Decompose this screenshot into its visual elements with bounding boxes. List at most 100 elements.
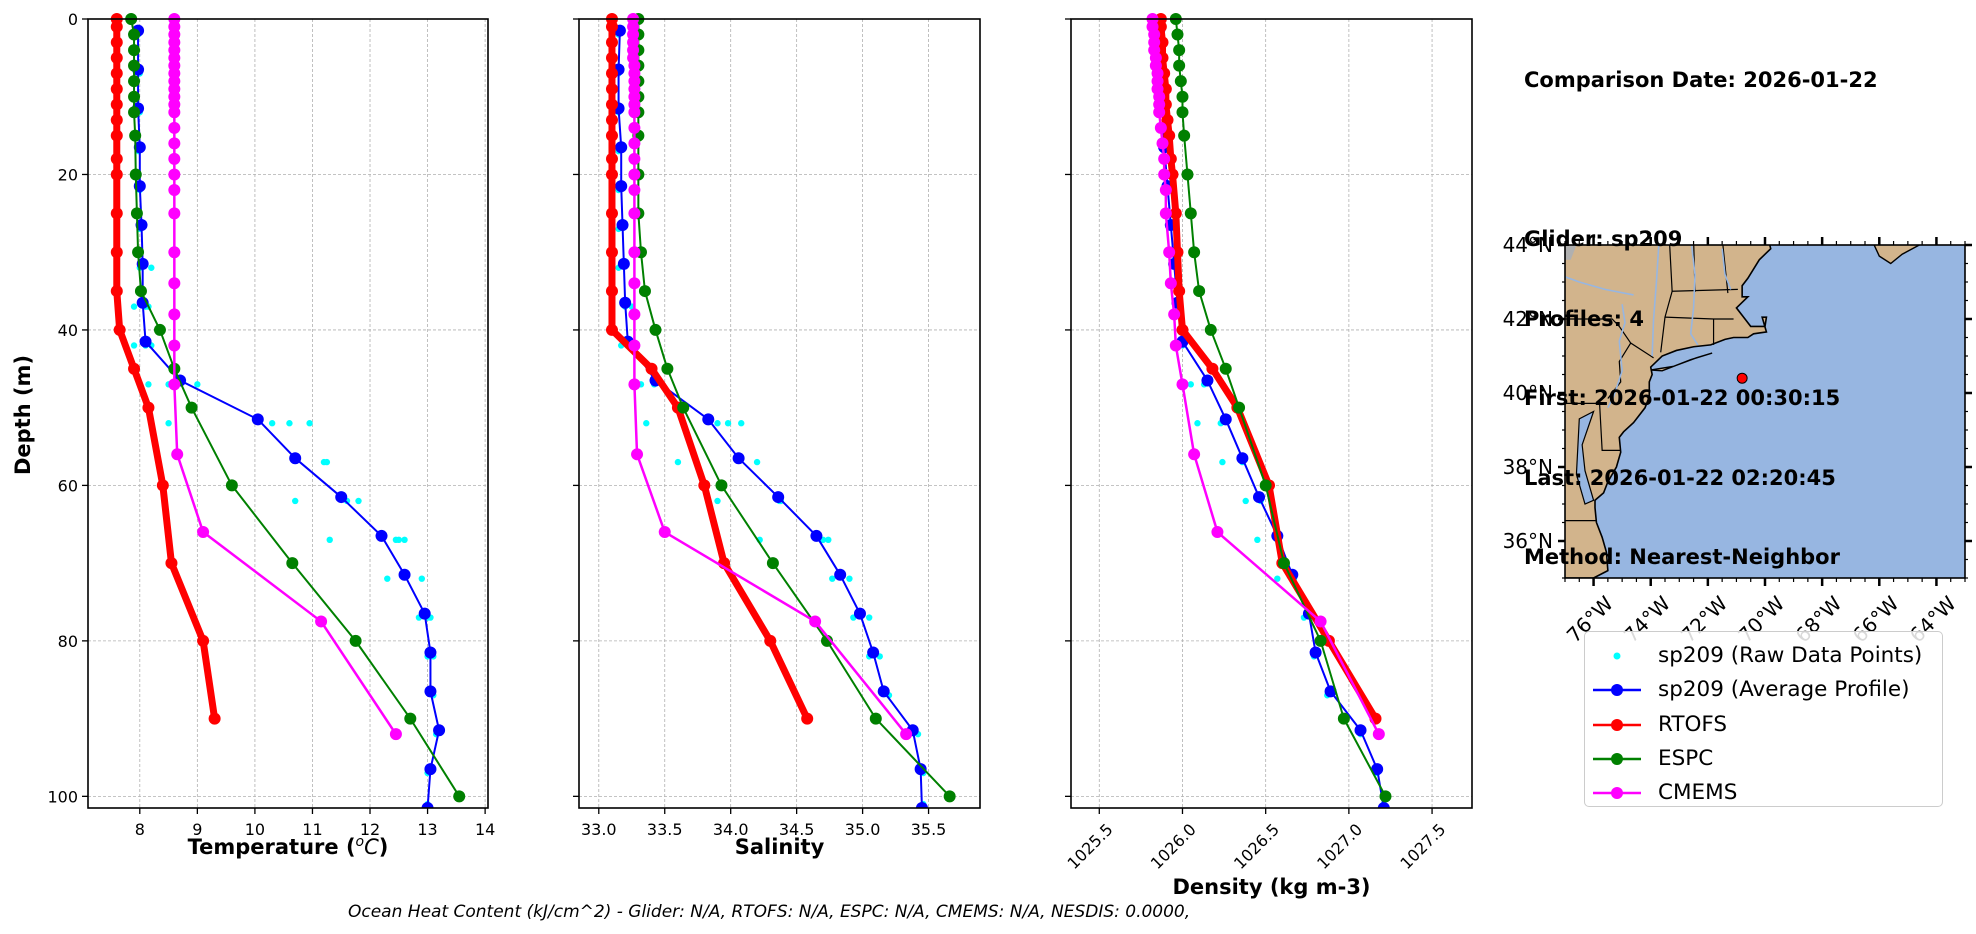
data-point — [772, 491, 785, 504]
data-point — [1181, 168, 1194, 181]
lat-tick-label: 40°N — [1503, 381, 1553, 405]
data-point — [1201, 374, 1214, 387]
data-point — [1169, 339, 1182, 352]
data-point — [168, 378, 181, 391]
series-sp209-average-profile — [612, 24, 928, 808]
data-point — [315, 615, 328, 628]
data-point — [197, 634, 210, 647]
data-point — [1211, 526, 1224, 539]
data-point — [1164, 277, 1177, 290]
data-point — [1173, 285, 1186, 298]
data-point — [1163, 246, 1176, 259]
series-line — [137, 30, 441, 808]
data-point — [877, 685, 890, 698]
data-point — [433, 724, 446, 737]
raw-data-point — [714, 420, 721, 427]
profile-count: Profiles: 4 — [1524, 306, 1645, 331]
data-point — [129, 129, 142, 142]
data-point — [110, 114, 123, 127]
axes-frame — [578, 18, 981, 809]
raw-data-point — [165, 420, 172, 427]
data-point — [168, 339, 181, 352]
data-point — [153, 323, 166, 336]
x-axis-label: Salinity — [735, 835, 825, 859]
data-point — [605, 285, 618, 298]
raw-data-point — [829, 575, 836, 582]
raw-data-point — [401, 536, 408, 544]
x-tick-label: 11 — [302, 820, 322, 839]
data-point — [1173, 44, 1186, 57]
y-tick-label: 80 — [58, 632, 78, 651]
x-tick-label: 1027.0 — [1313, 820, 1366, 873]
x-tick-label: 33.5 — [647, 820, 683, 839]
data-point — [168, 246, 181, 259]
series-line — [173, 19, 397, 735]
x-tick-label: 34.5 — [779, 820, 815, 839]
data-point — [1277, 557, 1290, 570]
data-point — [1161, 114, 1174, 127]
data-point — [110, 129, 123, 142]
long-island — [1650, 352, 1713, 372]
raw-data-point — [714, 497, 721, 505]
data-point — [110, 168, 123, 181]
data-point — [168, 121, 181, 134]
data-point — [900, 728, 913, 741]
series-rtofs — [1154, 13, 1382, 725]
data-point — [289, 452, 302, 465]
raw-data-point — [865, 614, 873, 621]
data-point — [134, 285, 147, 298]
data-point — [605, 152, 618, 165]
lat-tick-label: 42°N — [1503, 307, 1553, 331]
data-point — [168, 152, 181, 165]
legend-item: sp209 (Raw Data Points) — [1585, 638, 1942, 672]
raw-data-point — [1187, 381, 1195, 388]
data-point — [628, 184, 641, 197]
data-point — [1154, 121, 1167, 134]
data-point — [1178, 129, 1191, 142]
data-point — [1158, 168, 1171, 181]
data-point — [110, 246, 123, 259]
data-point — [616, 218, 629, 231]
data-point — [732, 452, 745, 465]
data-point — [110, 152, 123, 165]
data-point — [617, 257, 630, 270]
raw-data-point — [355, 497, 362, 505]
data-point — [628, 207, 641, 220]
data-point — [1253, 491, 1266, 504]
y-tick-label: 40 — [58, 321, 78, 340]
x-tick-label: 14 — [475, 820, 495, 839]
x-tick-label: 1027.5 — [1396, 820, 1449, 873]
data-point — [335, 491, 348, 504]
series-espc — [1169, 13, 1392, 803]
raw-data-point — [130, 303, 138, 310]
data-point — [110, 36, 123, 49]
data-point — [1184, 207, 1197, 220]
data-point — [156, 479, 169, 492]
x-tick-label: 34.0 — [713, 820, 749, 839]
data-point — [1176, 106, 1189, 119]
data-point — [1371, 763, 1384, 776]
data-point — [135, 218, 148, 231]
interp-method: Method: Nearest-Neighbor — [1524, 545, 1840, 569]
data-point — [1372, 728, 1385, 741]
plot-area — [605, 13, 956, 808]
data-point — [628, 308, 641, 321]
raw-data-point — [1219, 458, 1226, 466]
data-point — [809, 615, 822, 628]
data-point — [129, 168, 142, 181]
data-point — [914, 763, 927, 776]
data-point — [1174, 75, 1187, 88]
data-point — [1193, 285, 1206, 298]
plot-area — [110, 13, 466, 808]
x-axis-label: Density (kg m-3) — [1172, 875, 1370, 899]
data-point — [142, 401, 155, 414]
series-rtofs — [605, 13, 814, 725]
data-point — [1171, 28, 1184, 41]
data-point — [915, 802, 928, 808]
data-point — [1233, 401, 1246, 414]
raw-data-point — [145, 381, 152, 388]
data-point — [1188, 448, 1201, 461]
raw-data-point — [384, 575, 391, 582]
x-tick-label: 9 — [192, 820, 202, 839]
data-point — [1219, 413, 1232, 426]
